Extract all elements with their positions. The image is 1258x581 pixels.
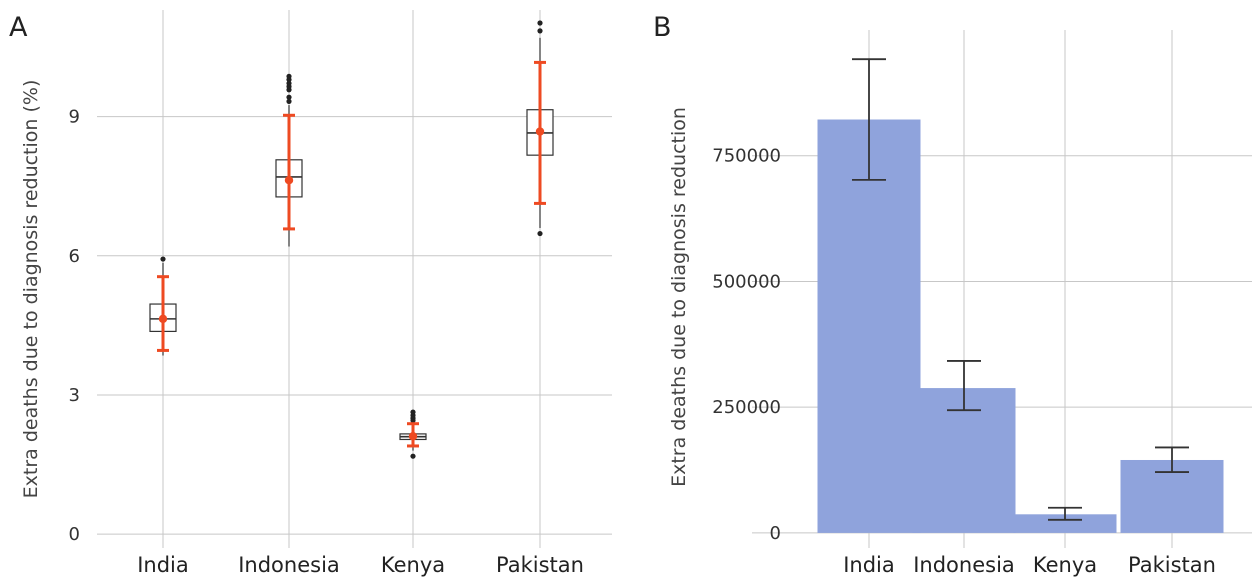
panel-b-letter: B: [653, 12, 672, 43]
panel-b-error-bar-india: [852, 58, 886, 181]
panel-a-y-axis-title: Extra deaths due to diagnosis reduction …: [20, 80, 42, 499]
panel-a-mean-ci: [157, 60, 546, 448]
panel-b-y-tick-labels: 0 250000 500000 750000: [712, 146, 781, 544]
panel-b-y-tick-0: 0: [770, 523, 781, 544]
panel-a-x-tick-kenya: Kenya: [381, 553, 445, 577]
panel-a-outlier-point: [286, 98, 292, 104]
panel-a-x-tick-labels: India Indonesia Kenya Pakistan: [137, 553, 584, 577]
panel-a-mean-ci-india: [157, 275, 169, 352]
panel-b-bar-india: [817, 119, 921, 533]
panel-a-x-tick-india: India: [137, 553, 189, 577]
panel-b-error-bar-pakistan: [1155, 446, 1189, 473]
panel-a-outlier-point: [286, 73, 292, 79]
panel-a-y-tick-6: 6: [69, 246, 80, 267]
panel-b-error-bars: [852, 58, 1189, 521]
panel-a-outlier-point: [410, 409, 416, 415]
panel-a-boxes: [149, 20, 554, 459]
panel-a-boxplot: 0 3 6 9 India Indonesia Kenya Pakistan Extra d…: [20, 10, 612, 577]
panel-b-y-tick-500000: 500000: [712, 271, 781, 292]
panel-a-y-tick-3: 3: [69, 385, 80, 406]
panel-b-error-bar-kenya: [1048, 506, 1082, 521]
panel-a-outlier-point: [537, 230, 543, 237]
panel-a-mean-point: [535, 127, 545, 136]
panel-b-error-bar-indonesia: [947, 360, 981, 412]
panel-b-bars: [817, 119, 1224, 533]
panel-a-outlier-point: [286, 94, 292, 100]
panel-a-x-tick-pakistan: Pakistan: [496, 553, 584, 577]
panel-a-mean-point: [284, 176, 294, 185]
panel-b-bar-kenya: [1013, 514, 1117, 533]
panel-a-outlier-point: [286, 80, 292, 86]
panel-b-y-axis-title: Extra deaths due to diagnosis reduction: [668, 107, 690, 487]
panel-a-mean-point: [408, 432, 418, 441]
panel-a-outlier-point: [160, 256, 166, 262]
panel-b-y-tick-750000: 750000: [712, 146, 781, 167]
panel-a-mean-ci-indonesia: [283, 113, 295, 231]
panel-a-outlier-point: [537, 28, 543, 34]
panel-b-x-tick-labels: India Indonesia Kenya Pakistan: [843, 553, 1216, 577]
panel-a-mean-ci-kenya: [407, 422, 419, 448]
panel-b-x-tick-indonesia: Indonesia: [913, 553, 1015, 577]
panel-a-y-tick-labels: 0 3 6 9: [69, 107, 80, 545]
panel-b-bar-indonesia: [912, 388, 1016, 533]
panel-a-mean-ci-pakistan: [534, 60, 546, 205]
panel-b-y-tick-250000: 250000: [712, 397, 781, 418]
panel-a-gridlines: [97, 10, 612, 548]
panel-b-x-tick-pakistan: Pakistan: [1128, 553, 1216, 577]
panel-a-x-tick-indonesia: Indonesia: [238, 553, 340, 577]
panel-a-y-tick-0: 0: [69, 524, 80, 545]
panel-a-letter: A: [9, 12, 28, 43]
panel-b-bar-chart: 0 250000 500000 750000 India Indonesia Kenya P…: [668, 30, 1252, 577]
panel-b-x-tick-kenya: Kenya: [1033, 553, 1097, 577]
panel-a-outlier-point: [537, 20, 543, 26]
panel-a-mean-point: [158, 314, 168, 324]
panel-a-outlier-point: [410, 453, 416, 459]
panel-a-y-tick-9: 9: [69, 107, 80, 128]
panel-b-x-tick-india: India: [843, 553, 895, 577]
